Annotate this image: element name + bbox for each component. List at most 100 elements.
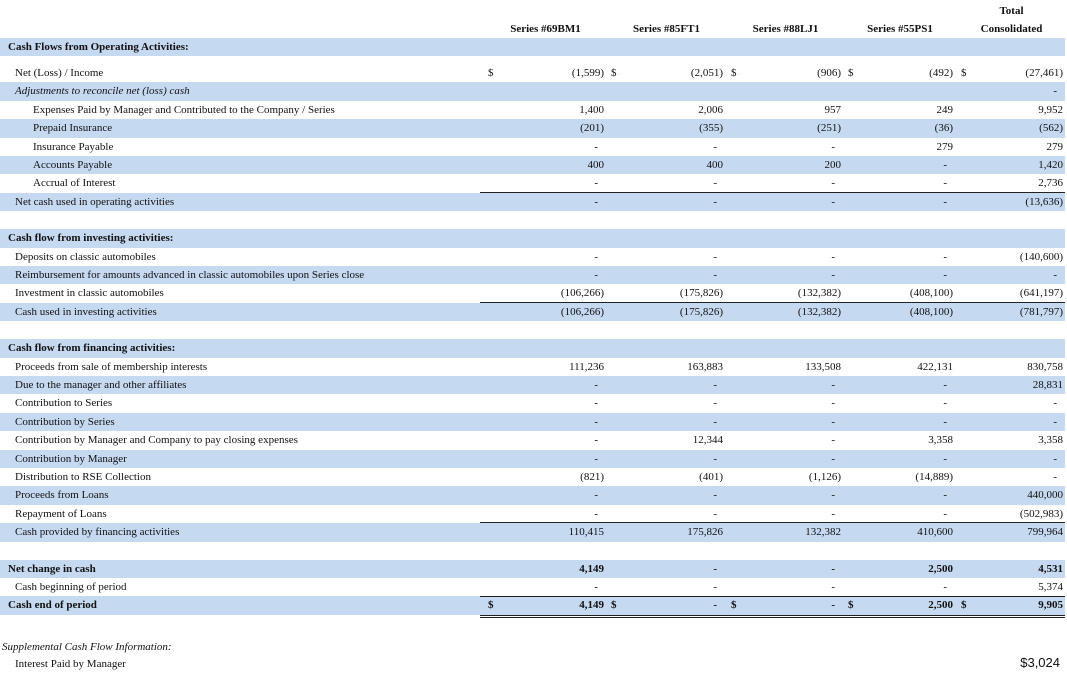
amount: 2,006 — [698, 103, 723, 116]
supplemental-title: Supplemental Cash Flow Information: — [2, 641, 172, 653]
amount: - — [943, 177, 947, 190]
row-label: Due to the manager and other affiliates — [15, 379, 187, 391]
amount: (401) — [699, 471, 723, 483]
amount: 799,964 — [1027, 526, 1063, 539]
amount: (201) — [580, 122, 604, 135]
amount: - — [594, 415, 598, 428]
amount: (36) — [934, 122, 953, 135]
amount: (13,636) — [1025, 195, 1063, 208]
row-label: Distribution to RSE Collection — [15, 471, 151, 483]
currency-sign: $ — [488, 599, 494, 612]
amount: - — [831, 489, 835, 502]
amount: 110,415 — [568, 526, 604, 539]
row-band — [0, 156, 1065, 175]
section-title: Cash flow from investing activities: — [8, 232, 174, 245]
currency-sign: $ — [488, 67, 494, 79]
column-header: Total Consolidated — [980, 5, 1043, 35]
amount: (355) — [699, 122, 723, 135]
row-label: Cash beginning of period — [15, 581, 127, 593]
amount: 957 — [824, 103, 842, 116]
column-header: Series #69BM1 — [510, 23, 581, 35]
amount: 12,344 — [692, 434, 723, 447]
row-band — [0, 486, 1065, 505]
amount: (2,051) — [690, 67, 723, 79]
amount: - — [594, 140, 598, 153]
row-band — [0, 559, 1065, 578]
row-label: Prepaid Insurance — [33, 122, 113, 135]
amount: 3,358 — [1038, 434, 1063, 447]
amount: (175,826) — [679, 287, 723, 300]
amount: - — [594, 397, 598, 410]
amount: - — [594, 581, 598, 593]
amount: 440,000 — [1027, 489, 1063, 502]
amount: - — [713, 452, 717, 465]
amount: - — [831, 507, 835, 520]
row-band — [0, 192, 1065, 212]
row-label: Deposits on classic automobiles — [15, 250, 156, 263]
row-label: Contribution to Series — [15, 397, 113, 410]
amount: 9,905 — [1038, 599, 1063, 612]
row-label: Net (Loss) / Income — [15, 67, 104, 79]
column-header: Series #85FT1 — [633, 23, 700, 35]
amount: - — [831, 269, 835, 281]
subtotal-rule — [480, 301, 1065, 303]
currency-sign: $ — [961, 599, 967, 612]
row-label: Interest Paid by Manager — [15, 658, 126, 670]
row-label: Contribution by Series — [15, 415, 115, 428]
amount: (140,600) — [1019, 250, 1063, 263]
row-band — [0, 376, 1065, 395]
total-rule — [480, 596, 1065, 598]
amount: - — [831, 581, 835, 593]
row-label: Expenses Paid by Manager and Contributed… — [33, 103, 335, 116]
subtotal-rule — [480, 191, 1065, 193]
amount: $3,024 — [1020, 655, 1060, 670]
amount: - — [831, 177, 835, 190]
row-band — [0, 38, 1065, 57]
amount: 1,400 — [579, 103, 604, 116]
double-rule — [480, 614, 1065, 616]
amount: - — [594, 507, 598, 520]
amount: - — [713, 415, 717, 428]
amount: - — [594, 489, 598, 502]
amount: 133,508 — [805, 360, 841, 373]
amount: 175,826 — [687, 526, 723, 539]
amount: (492) — [929, 67, 953, 79]
row-band — [0, 82, 1065, 101]
amount: (14,889) — [915, 471, 953, 483]
amount: 4,531 — [1038, 562, 1063, 575]
amount: 2,500 — [928, 562, 953, 575]
column-header: Series #88LJ1 — [752, 23, 819, 35]
column-header: Series #55PS1 — [867, 23, 933, 35]
amount: - — [943, 415, 947, 428]
amount: - — [831, 250, 835, 263]
double-rule — [480, 616, 1065, 618]
amount: - — [713, 507, 717, 520]
amount: 830,758 — [1027, 360, 1063, 373]
amount: 111,236 — [569, 360, 604, 373]
amount: 400 — [587, 159, 605, 171]
amount: - — [943, 195, 947, 208]
amount: - — [831, 452, 835, 465]
row-label: Repayment of Loans — [15, 507, 107, 520]
row-band — [0, 119, 1065, 138]
amount: (821) — [580, 471, 604, 483]
row-label: Contribution by Manager and Company to p… — [15, 434, 298, 447]
amount: 422,131 — [917, 360, 953, 373]
amount: 200 — [824, 159, 842, 171]
amount: - — [1053, 397, 1057, 410]
row-band — [0, 229, 1065, 248]
currency-sign: $ — [731, 67, 737, 79]
row-band — [0, 412, 1065, 432]
row-band — [0, 266, 1065, 285]
amount: - — [1053, 415, 1057, 428]
amount: - — [943, 397, 947, 410]
row-label: Adjustments to reconcile net (loss) cash — [15, 85, 190, 98]
amount: - — [943, 581, 947, 593]
amount: (106,266) — [560, 305, 604, 318]
amount: - — [713, 250, 717, 263]
amount: - — [713, 269, 717, 281]
amount: - — [943, 159, 947, 171]
row-label: Reimbursement for amounts advanced in cl… — [15, 269, 365, 281]
amount: - — [1053, 471, 1057, 483]
amount: 1,420 — [1038, 159, 1063, 171]
